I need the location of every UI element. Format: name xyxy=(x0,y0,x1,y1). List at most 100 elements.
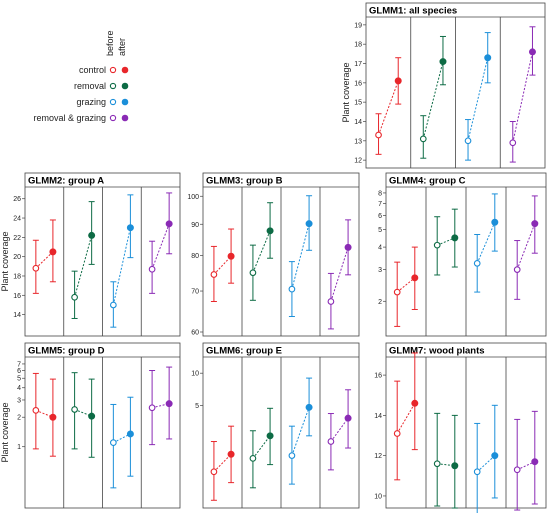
point-before xyxy=(32,264,40,272)
panel-glmm7-wood-plants: GLMM7: wood plants 10 12 14 16 xyxy=(374,342,547,513)
legend-row-removal: removal xyxy=(74,81,129,91)
legend-marker-after xyxy=(121,98,129,106)
y-tick-label: 22 xyxy=(13,235,21,242)
series-control xyxy=(32,372,57,457)
panel-glmm1-all-species: GLMM1: all species 12 13 14 15 16 17 18 19 Plant … xyxy=(341,2,546,169)
panel-title: GLMM7: wood plants xyxy=(389,346,485,357)
y-tick-label: 16 xyxy=(354,80,362,87)
point-before xyxy=(288,452,296,459)
panel-title: GLMM4: group C xyxy=(389,176,466,187)
point-before xyxy=(71,293,78,301)
point-before xyxy=(327,438,335,445)
point-after xyxy=(491,218,499,226)
y-tick-label: 5 xyxy=(195,403,199,410)
series-removal-and-grazing xyxy=(148,192,173,294)
series-removal-and-grazing xyxy=(148,366,173,446)
panel-title: GLMM5: group D xyxy=(28,346,105,357)
panel-glmm3-group-b: GLMM3: group B 60 70 80 90 100 xyxy=(187,172,360,337)
series-removal-and-grazing xyxy=(513,410,539,511)
series-removal xyxy=(433,208,459,276)
point-after xyxy=(266,227,274,235)
point-after xyxy=(305,220,313,228)
y-tick-label: 12 xyxy=(374,453,382,460)
legend-marker-before xyxy=(109,66,117,74)
series-control xyxy=(393,246,419,327)
panel-title: GLMM3: group B xyxy=(206,176,283,187)
y-tick-label: 60 xyxy=(191,330,199,337)
point-before xyxy=(473,259,481,267)
legend-marker-before xyxy=(109,98,117,106)
point-before xyxy=(513,466,521,474)
y-tick-label: 90 xyxy=(191,222,199,229)
legend-marker-after xyxy=(121,114,129,122)
trend-line xyxy=(112,227,131,306)
trend-line xyxy=(476,455,496,473)
panel-title: GLMM1: all species xyxy=(369,6,457,17)
legend-label: removal xyxy=(74,81,106,91)
point-after xyxy=(531,458,539,466)
point-before xyxy=(393,288,401,296)
series-removal xyxy=(249,407,274,489)
panel-glmm6-group-e: GLMM6: group E 5 10 xyxy=(191,342,360,509)
point-before xyxy=(509,139,517,147)
trend-line xyxy=(213,255,232,275)
point-before xyxy=(375,131,382,139)
y-tick-label: 4 xyxy=(17,385,21,392)
point-after xyxy=(491,452,499,460)
point-after xyxy=(165,220,173,228)
y-tick-label: 14 xyxy=(13,312,21,319)
panel-glmm2-group-a: GLMM2: group A 14 16 18 20 22 24 26 Plant covera… xyxy=(0,172,181,337)
legend-marker-before xyxy=(109,114,117,122)
trend-line xyxy=(330,247,349,302)
point-after xyxy=(88,412,96,420)
trend-line xyxy=(516,223,536,270)
trend-line xyxy=(213,453,232,473)
point-after xyxy=(484,54,492,62)
point-before xyxy=(473,468,481,476)
point-after xyxy=(451,234,459,242)
series-removal-and-grazing xyxy=(509,26,536,163)
trend-line xyxy=(151,223,170,270)
point-before xyxy=(433,460,441,468)
point-before xyxy=(393,430,401,437)
point-after xyxy=(439,58,447,66)
series-removal xyxy=(433,412,459,509)
panel-glmm5-group-d: GLMM5: group D 1 2 3 4 567 Plant coverage xyxy=(0,342,181,509)
series-removal xyxy=(419,35,447,159)
y-tick-label: 6 xyxy=(378,213,382,220)
y-tick-label: 2 xyxy=(17,415,21,422)
trend-line xyxy=(330,417,349,442)
point-before xyxy=(419,135,427,143)
y-tick-label: 100 xyxy=(187,194,199,201)
y-tick-label: 24 xyxy=(13,216,21,223)
y-tick-label: 6 xyxy=(17,368,21,375)
y-tick-label: 14 xyxy=(374,413,382,420)
point-before xyxy=(249,455,257,462)
y-tick-label: 7 xyxy=(17,361,21,368)
point-after xyxy=(227,450,235,458)
y-tick-label: 15 xyxy=(354,100,362,107)
series-grazing xyxy=(109,194,134,328)
point-before xyxy=(327,298,335,305)
point-after xyxy=(49,413,57,421)
series-grazing xyxy=(109,396,134,489)
y-tick-label: 1 xyxy=(17,444,21,451)
panel-glmm4-group-c: GLMM4: group C 2 3 4 5 6 7 8 xyxy=(378,172,547,337)
trend-line xyxy=(396,277,416,293)
legend-row-control: control xyxy=(79,65,129,75)
series-removal-and-grazing xyxy=(513,195,539,300)
trend-line xyxy=(396,403,416,434)
y-tick-label: 5 xyxy=(17,376,21,383)
point-after xyxy=(394,77,402,85)
y-axis-label: Plant coverage xyxy=(0,402,10,462)
y-tick-label: 20 xyxy=(13,254,21,261)
y-tick-label: 16 xyxy=(13,293,21,300)
point-after xyxy=(531,220,539,228)
y-tick-label: 14 xyxy=(354,119,362,126)
y-tick-label: 26 xyxy=(13,196,21,203)
y-tick-label: 70 xyxy=(191,289,199,296)
legend-marker-after xyxy=(121,82,129,90)
point-after xyxy=(126,224,134,232)
y-tick-label: 5 xyxy=(378,227,382,234)
